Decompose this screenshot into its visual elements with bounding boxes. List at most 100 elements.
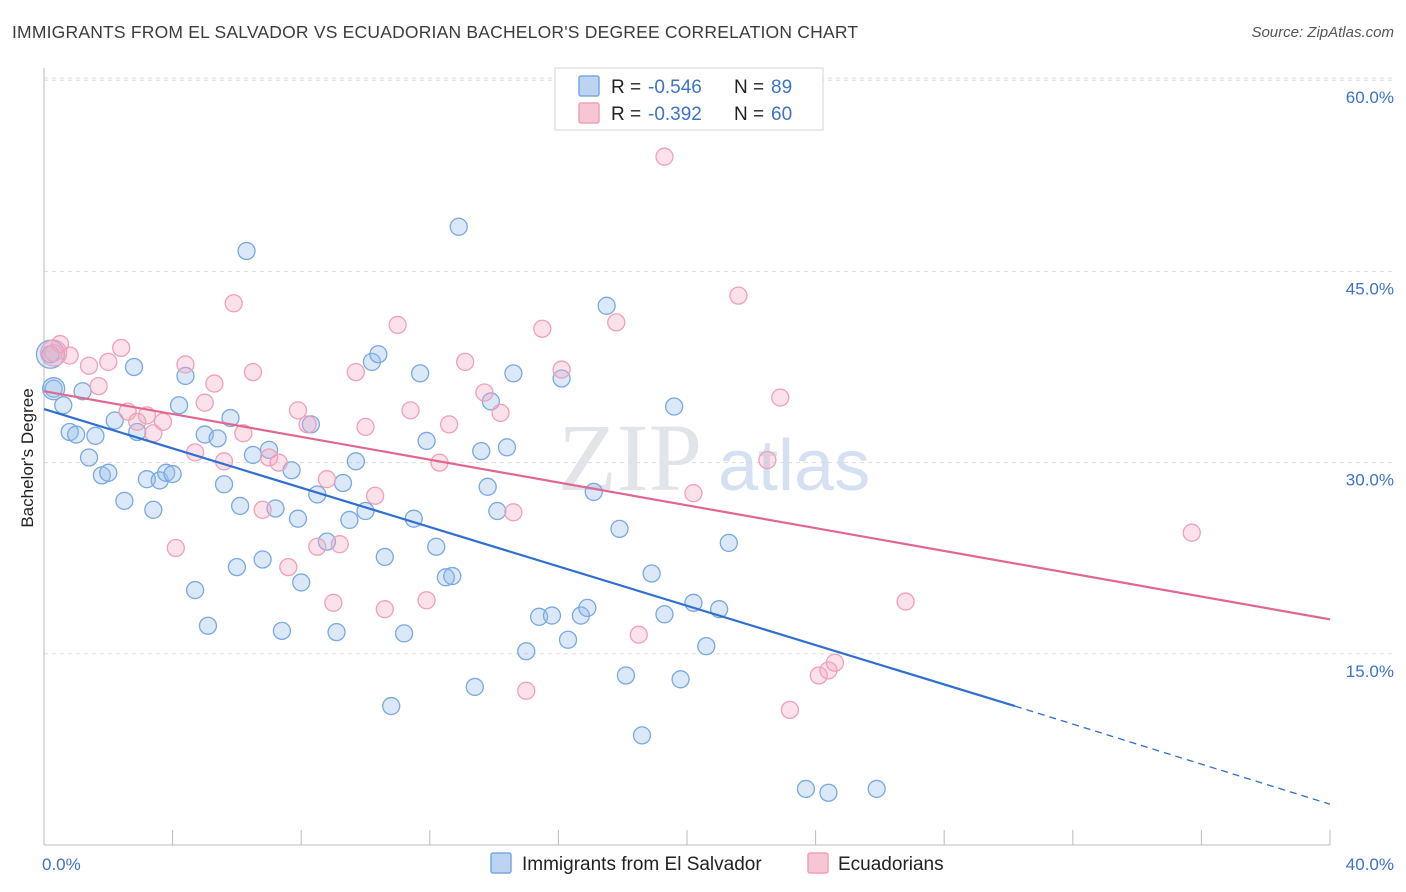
data-point [185, 580, 205, 600]
data-point [584, 482, 603, 502]
data-point [330, 535, 349, 554]
source-credit: Source: ZipAtlas.com [1251, 24, 1394, 41]
data-point-cluster [41, 377, 66, 401]
data-point [436, 568, 456, 587]
data-point [259, 440, 279, 460]
legend-n-value-pink: 60 [771, 104, 792, 125]
data-point [632, 726, 652, 745]
data-point-cluster [39, 339, 68, 367]
data-point [298, 415, 317, 434]
data-point [729, 286, 748, 305]
data-point [375, 600, 394, 619]
data-point [504, 503, 523, 522]
data-point [684, 484, 703, 503]
data-point [112, 338, 131, 358]
data-point [67, 425, 86, 444]
data-point [369, 345, 388, 364]
data-point [491, 403, 510, 423]
y-tick-label: 45.0% [1346, 279, 1394, 298]
series-el-salvador-points [35, 217, 886, 802]
legend-swatch-pink [578, 102, 600, 124]
data-point [671, 670, 690, 689]
data-point [475, 383, 494, 402]
data-point [292, 573, 311, 592]
data-point [809, 666, 828, 685]
data-point [253, 550, 272, 569]
data-point [224, 294, 243, 313]
data-point [417, 431, 436, 451]
data-point [616, 666, 636, 685]
data-point [664, 397, 684, 416]
bottom-legend-label-pink: Ecuadorians [838, 854, 944, 875]
data-point [488, 501, 507, 521]
data-point [1182, 523, 1201, 542]
data-point [427, 537, 446, 556]
y-tick-label: 30.0% [1346, 471, 1394, 490]
data-point [227, 557, 247, 577]
data-point [243, 362, 263, 382]
stats-legend: R = -0.546 N = 89 R = -0.392 N = 60 [554, 67, 824, 131]
bottom-legend-label-blue: Immigrants from El Salvador [522, 854, 762, 875]
legend-n-value-blue: 89 [771, 77, 792, 98]
data-point [758, 450, 777, 470]
data-point [356, 417, 375, 437]
data-point [388, 315, 407, 335]
data-point [771, 388, 790, 407]
data-point [346, 452, 366, 471]
data-point [449, 217, 468, 236]
data-point [99, 463, 118, 482]
data-point [780, 700, 800, 720]
data-point [607, 313, 626, 332]
data-point [655, 605, 674, 624]
data-point [79, 356, 99, 375]
data-point [867, 779, 886, 799]
data-point [317, 470, 337, 489]
data-point [346, 362, 366, 382]
data-point [552, 360, 571, 379]
legend-r-label-pink: R = [611, 104, 641, 125]
data-point [272, 621, 292, 641]
data-point [578, 598, 597, 618]
data-point [157, 463, 176, 482]
data-point [163, 464, 182, 484]
trend-line-1 [43, 390, 1331, 621]
y-tick-label: 15.0% [1346, 662, 1394, 681]
data-point [597, 296, 616, 315]
data-point [629, 625, 648, 644]
data-point [259, 448, 279, 467]
data-point [279, 557, 298, 577]
data-point [697, 637, 716, 656]
data-point [517, 681, 536, 700]
data-point [497, 438, 517, 457]
data-point [443, 566, 462, 586]
data-point [253, 500, 272, 519]
data-point [465, 677, 484, 697]
data-point [79, 448, 99, 467]
x-tick-label-min: 0.0% [42, 855, 81, 874]
data-point [166, 538, 185, 558]
data-point [478, 477, 497, 496]
data-point [89, 376, 108, 396]
y-tick-labels: 15.0% 30.0% 45.0% 60.0% [1346, 88, 1394, 681]
data-point [655, 147, 674, 166]
data-point [54, 396, 73, 415]
legend-n-label-blue: N = [734, 77, 764, 98]
data-point [394, 624, 414, 643]
data-point [417, 591, 436, 610]
data-point [439, 415, 459, 434]
data-point [144, 500, 163, 519]
data-point [86, 426, 105, 445]
data-point [124, 357, 144, 377]
legend-r-value-pink: -0.392 [648, 104, 702, 125]
data-point [610, 519, 629, 539]
data-point [243, 445, 263, 465]
data-point [375, 547, 394, 567]
data-point [169, 396, 189, 415]
series-ecuadorians-points [39, 147, 1201, 720]
data-point [340, 510, 359, 530]
chart-title: IMMIGRANTS FROM EL SALVADOR VS ECUADORIA… [12, 22, 859, 42]
data-point [382, 696, 401, 716]
legend-r-value-blue: -0.546 [648, 77, 702, 98]
data-point [472, 441, 491, 461]
